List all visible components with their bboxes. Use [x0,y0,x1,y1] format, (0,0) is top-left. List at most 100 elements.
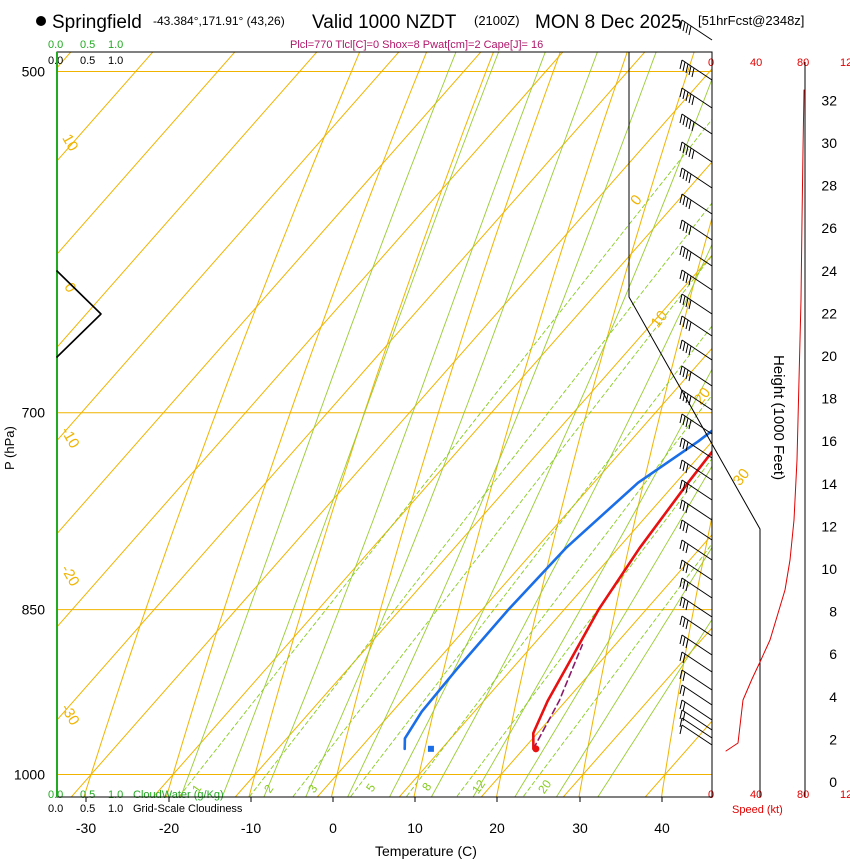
cloudiness-label: Grid-Scale Cloudiness [133,803,243,815]
wind-barb-feather-12-1 [682,541,686,552]
wind-barb-feather-11-1 [682,561,686,572]
wind-barb-feather-17-2 [685,441,689,452]
wind-barb-feather-28-2 [685,171,689,182]
wind-barb-32 [681,59,713,81]
wind-barb-feather-31-2 [685,91,689,102]
wind-barb-feather-25-2 [685,249,689,260]
isotherm--100 [57,52,154,162]
wind-barb-feather-30-0 [679,113,683,124]
x-tick--10: -10 [241,820,261,836]
mixing-ratio-label-12: 12 [469,777,488,796]
speed-tick-bottom-0: 0 [708,789,714,801]
wind-barb-feather-9-1 [682,598,686,609]
isotherm--20 [152,161,712,797]
isotherm--70 [57,52,400,442]
isotherm--40 [57,52,646,721]
mixing-ratio-1 [178,118,712,797]
height-tick-6: 6 [829,646,837,662]
mixing-ratio-20 [522,543,712,797]
speed-tick-top-80: 80 [797,57,809,69]
wind-barb-16 [681,459,713,481]
wind-barb-feather-30-3 [688,119,692,130]
wind-barb-feather-23-2 [685,297,689,308]
wind-barb-4 [681,684,713,706]
wind-barb-feather-25-0 [679,245,683,256]
wind-barb-feather-30-2 [685,117,689,128]
moist-adiabat-25 [514,465,712,797]
station-name: Springfield [52,12,142,33]
height-tick-24: 24 [821,263,837,279]
wind-barb-feather-4-1 [682,686,686,697]
parcel-line [532,644,584,750]
wind-barb-feather-5-1 [682,671,686,682]
wind-barb-20 [681,365,713,387]
wind-barb-feather-21-3 [688,345,692,356]
wind-barb-feather-15-0 [679,479,683,490]
wind-barb-feather-19-2 [685,393,689,404]
wind-barb-feather-29-3 [688,147,692,158]
wind-barb-feather-21-0 [679,339,683,350]
wind-barb-feather-3-1 [682,701,686,712]
temperature-line [532,449,712,751]
wind-barb-22 [681,315,713,337]
station-coords: -43.384°,171.91° (43,26) [153,14,285,28]
wind-barb-feather-23-1 [682,295,686,306]
height-tick-16: 16 [821,433,837,449]
speed-tick-bottom-120: 12 [840,789,850,801]
utc-time: (2100Z) [474,13,520,28]
p-tick-700: 700 [22,405,46,421]
wind-barb-feather-30-4 [691,121,695,132]
wind-barb-feather-29-1 [682,143,686,154]
wind-barb-feather-7-2 [685,638,689,649]
wind-barb-24 [681,269,713,291]
plot-frame [56,51,713,798]
height-tick-26: 26 [821,220,837,236]
x-tick--30: -30 [76,820,96,836]
wind-barb-feather-24-2 [685,273,689,284]
isotherm-0 [316,347,712,797]
isotherm-label-1: 0 [60,280,79,296]
wind-barb-feather-28-1 [682,169,686,180]
wind-barb-feather-18-3 [688,419,692,430]
x-tick-20: 20 [489,820,505,836]
x-tick--20: -20 [159,820,179,836]
mixing-ratio-12 [455,457,712,797]
mixing-ratio-label-20: 20 [535,777,554,796]
plot-lines [403,429,712,751]
wind-barb-feather-4-0 [679,684,683,695]
wind-barb-feather-23-0 [679,293,683,304]
mixing-ratio-3 [292,254,712,797]
dry-adiabat-20 [496,52,695,797]
wind-barb-feather-19-3 [688,395,692,406]
wind-barb-feather-33-3 [688,25,692,36]
valid-time: Valid 1000 NZDT [312,12,457,33]
height-tick-28: 28 [821,178,837,194]
p-tick-850: 850 [22,602,46,618]
height-tick-18: 18 [821,391,837,407]
wind-barb-28 [681,167,713,189]
wind-barb-feather-10-2 [685,581,689,592]
wind-barb-feather-21-2 [685,343,689,354]
isotherm--80 [57,52,318,349]
y-axis-title: P (hPa) [2,426,17,470]
isotherm-label-4: -30 [57,701,83,728]
wind-barb-feather-14-1 [682,501,686,512]
isotherm--90 [57,52,236,255]
wind-barb-feather-14-2 [685,503,689,514]
height-tick-10: 10 [821,561,837,577]
wind-barb-feather-26-0 [679,219,683,230]
wind-barb-feather-22-1 [682,317,686,328]
wind-panel-outline [628,51,761,798]
cloudwater-scale-0: 0.0 [48,39,63,51]
wind-barb-feather-31-4 [691,95,695,106]
wind-barb-feather-7-1 [682,636,686,647]
moist-adiabat--10 [221,52,500,797]
moist-adiabat-10 [389,77,712,797]
wind-barb-feather-13-0 [679,519,683,530]
wind-barb-feather-31-3 [688,93,692,104]
wind-barb-19 [681,389,713,411]
height-tick-4: 4 [829,689,837,705]
moist-adiabat-30 [555,546,712,797]
wind-barb-feather-28-0 [679,167,683,178]
wind-barb-feather-23-3 [688,299,692,310]
